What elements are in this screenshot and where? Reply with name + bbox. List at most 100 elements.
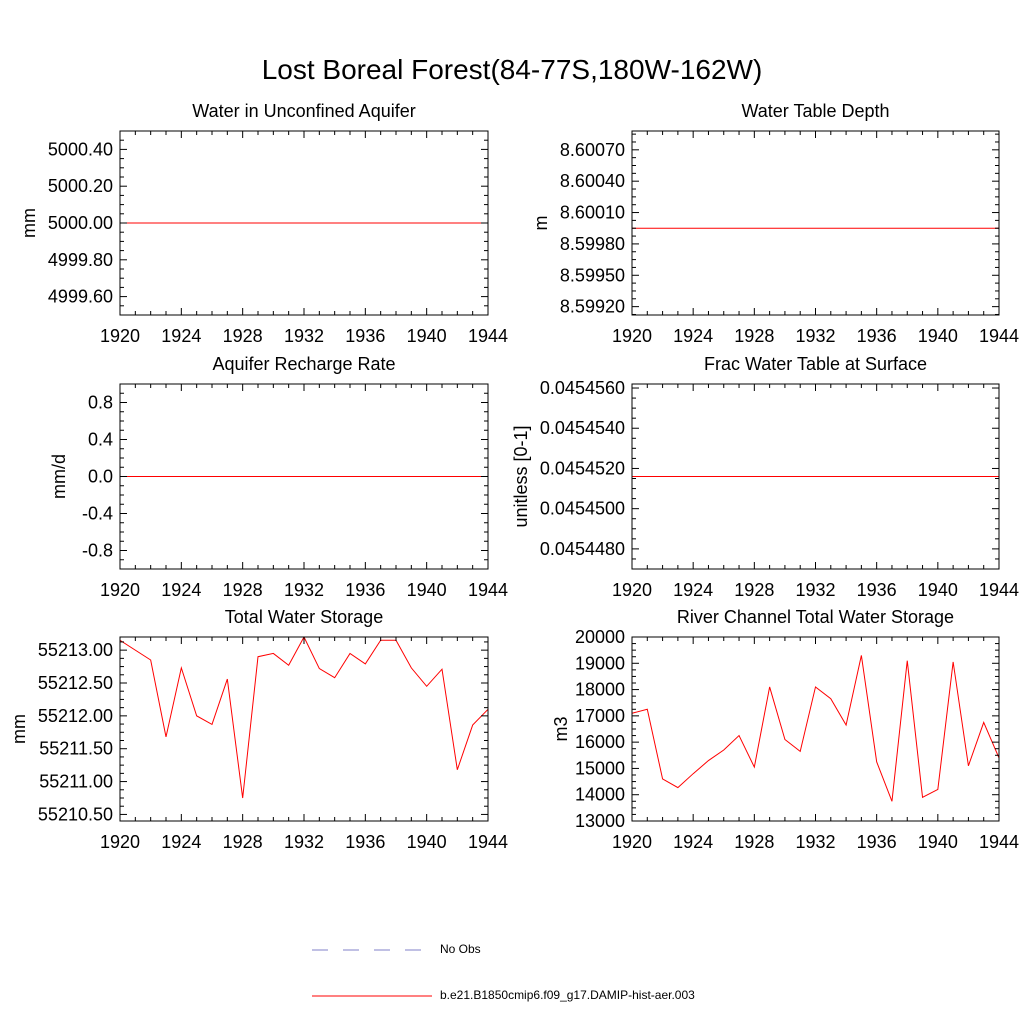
y-tick-label: 8.59950: [560, 265, 625, 285]
series-line: [120, 637, 488, 799]
x-tick-label: 1924: [161, 580, 201, 600]
legend-swatch-no-obs: [312, 949, 432, 951]
y-tick-label: 15000: [575, 758, 625, 778]
x-tick-label: 1940: [918, 326, 958, 346]
x-tick-label: 1940: [407, 832, 447, 852]
y-tick-label: 20000: [575, 627, 625, 647]
x-tick-label: 1932: [795, 832, 835, 852]
x-tick-label: 1944: [979, 832, 1019, 852]
x-tick-label: 1936: [345, 326, 385, 346]
y-tick-label: -0.4: [82, 504, 113, 524]
x-tick-label: 1940: [407, 580, 447, 600]
x-tick-label: 1924: [673, 832, 713, 852]
x-tick-label: 1920: [612, 326, 652, 346]
chart-title: Water Table Depth: [741, 101, 889, 121]
legend-item-run: b.e21.B1850cmip6.f09_g17.DAMIP-hist-aer.…: [0, 986, 1024, 1006]
x-tick-label: 1920: [612, 832, 652, 852]
chart-title: River Channel Total Water Storage: [677, 607, 954, 627]
y-axis-label: m: [531, 216, 551, 231]
chart-title: Water in Unconfined Aquifer: [192, 101, 415, 121]
x-tick-label: 1936: [857, 326, 897, 346]
y-tick-label: -0.8: [82, 541, 113, 561]
legend-label-no-obs: No Obs: [440, 942, 481, 956]
legend-item-no-obs: No Obs: [0, 940, 1024, 960]
x-tick-label: 1940: [918, 580, 958, 600]
y-tick-label: 17000: [575, 706, 625, 726]
y-tick-label: 0.8: [88, 393, 113, 413]
y-tick-label: 0.4: [88, 430, 113, 450]
y-axis-label: mm: [19, 208, 39, 238]
x-tick-label: 1936: [857, 580, 897, 600]
x-tick-label: 1940: [918, 832, 958, 852]
y-tick-label: 55211.00: [39, 772, 113, 792]
x-tick-label: 1936: [345, 580, 385, 600]
x-tick-label: 1924: [673, 326, 713, 346]
x-tick-label: 1920: [100, 580, 140, 600]
y-tick-label: 18000: [575, 680, 625, 700]
y-axis-label: mm: [9, 714, 29, 744]
y-tick-label: 5000.40: [48, 139, 113, 159]
y-tick-label: 55210.50: [38, 804, 113, 824]
x-tick-label: 1932: [795, 580, 835, 600]
y-tick-label: 4999.60: [48, 287, 113, 307]
y-tick-label: 5000.00: [48, 213, 113, 233]
x-tick-label: 1924: [161, 832, 201, 852]
x-tick-label: 1944: [468, 580, 508, 600]
x-tick-label: 1928: [734, 580, 774, 600]
x-tick-label: 1936: [857, 832, 897, 852]
series-line: [632, 655, 999, 802]
x-tick-label: 1932: [284, 832, 324, 852]
y-tick-label: 14000: [575, 785, 625, 805]
y-axis-label: m3: [551, 716, 571, 741]
y-tick-label: 0.0454480: [540, 539, 625, 559]
chart-title: Total Water Storage: [225, 607, 383, 627]
y-tick-label: 8.59980: [560, 234, 625, 254]
chart-title: Aquifer Recharge Rate: [212, 354, 395, 374]
plot-frame: [631, 130, 1000, 316]
x-tick-label: 1920: [100, 326, 140, 346]
y-tick-label: 0.0454500: [540, 499, 625, 519]
x-tick-label: 1928: [223, 832, 263, 852]
chart-panel-5: 1920 1924 1928 1932 1936 1940 1944 55210.50 5521…: [9, 607, 508, 852]
x-tick-label: 1932: [284, 326, 324, 346]
y-tick-label: 0.0454560: [540, 378, 625, 398]
x-tick-label: 1932: [284, 580, 324, 600]
x-tick-label: 1928: [734, 832, 774, 852]
x-tick-label: 1928: [734, 326, 774, 346]
y-tick-label: 55211.50: [39, 739, 113, 759]
y-tick-label: 55212.00: [38, 706, 113, 726]
x-tick-label: 1940: [407, 326, 447, 346]
y-tick-label: 0.0454540: [540, 418, 625, 438]
chart-panel-3: 1920 1924 1928 1932 1936 1940 1944 -0.8 -0.4 0.0 0…: [49, 354, 508, 600]
chart-title: Frac Water Table at Surface: [704, 354, 927, 374]
x-tick-label: 1920: [612, 580, 652, 600]
page-title: Lost Boreal Forest(84-77S,180W-162W): [261, 54, 763, 85]
y-tick-label: 0.0: [88, 467, 113, 487]
y-tick-label: 8.60070: [560, 140, 625, 160]
x-tick-label: 1944: [468, 326, 508, 346]
legend-swatch-run: [312, 995, 432, 997]
x-tick-label: 1936: [345, 832, 385, 852]
y-tick-label: 55212.50: [38, 673, 113, 693]
chart-panel-4: 1920 1924 1928 1932 1936 1940 1944 0.0454480 0.0…: [511, 354, 1019, 600]
y-tick-label: 4999.80: [48, 250, 113, 270]
y-tick-label: 8.60010: [560, 203, 625, 223]
x-tick-label: 1924: [161, 326, 201, 346]
plot-frame: [631, 636, 1000, 822]
x-tick-label: 1928: [223, 580, 263, 600]
plot-frame: [119, 636, 489, 822]
y-tick-label: 0.0454520: [540, 458, 625, 478]
legend-label-run: b.e21.B1850cmip6.f09_g17.DAMIP-hist-aer.…: [440, 988, 695, 1002]
x-tick-label: 1932: [795, 326, 835, 346]
y-tick-label: 19000: [575, 653, 625, 673]
y-tick-label: 5000.20: [48, 176, 113, 196]
y-tick-label: 16000: [575, 732, 625, 752]
y-axis-label: unitless [0-1]: [511, 425, 531, 527]
x-tick-label: 1920: [100, 832, 140, 852]
y-tick-label: 8.59920: [560, 297, 625, 317]
y-tick-label: 13000: [575, 811, 625, 831]
y-axis-label: mm/d: [49, 454, 69, 499]
x-tick-label: 1944: [979, 580, 1019, 600]
chart-panel-1: 1920 1924 1928 1932 1936 1940 1944 4999.60 4999.…: [19, 101, 508, 346]
